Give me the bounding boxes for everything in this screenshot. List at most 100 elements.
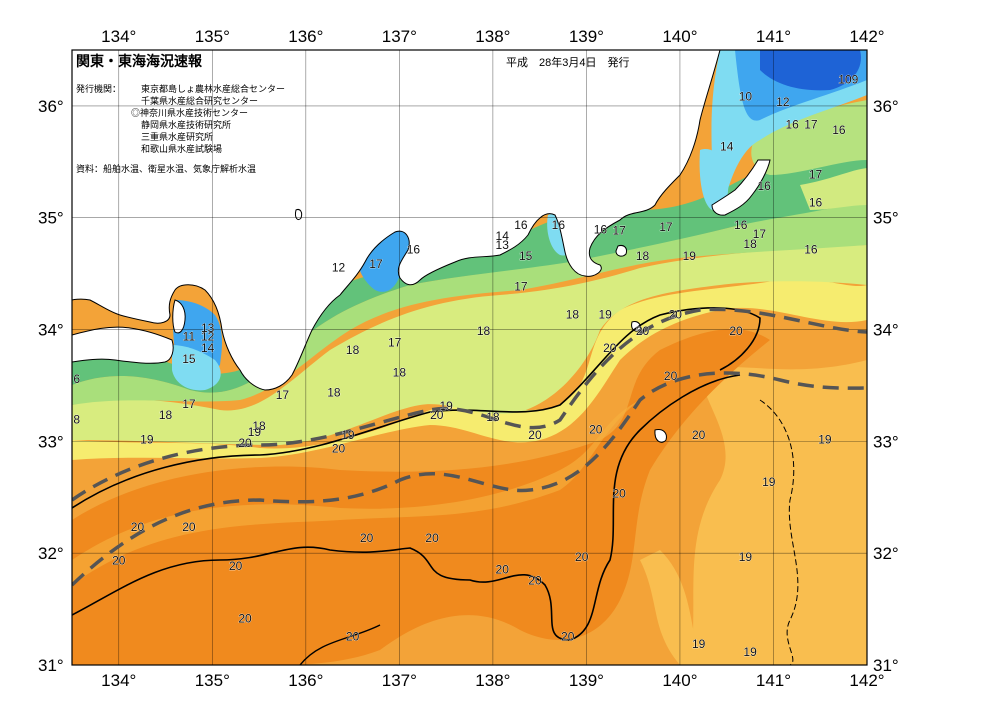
zone-tokyo-bay: [699, 149, 729, 211]
isotherm-label: 8: [73, 412, 80, 426]
isotherm-label: 20: [182, 520, 196, 534]
lat-tick-right: 35°: [873, 209, 899, 228]
lon-tick-top: 135°: [195, 27, 230, 46]
isotherm-label: 18: [743, 237, 757, 251]
isotherm-label: 17: [514, 279, 528, 293]
isotherm-label: 20: [360, 531, 374, 545]
zone-yellowgreen: [72, 245, 867, 445]
isotherm-label: 18: [486, 410, 500, 424]
land-sado-fragment: [295, 209, 303, 221]
lon-tick-top: 136°: [288, 27, 323, 46]
longitude-labels-top: 134° 135° 136° 137° 138° 139° 140° 141° 142°: [101, 27, 884, 46]
kuroshio-axis-inner: [72, 307, 867, 502]
isotherm-label: 20: [238, 436, 252, 450]
isotherm-label: 19: [692, 637, 706, 651]
isotherm-label: 16: [407, 243, 421, 257]
isotherm-label: 18: [566, 307, 580, 321]
isotherm-label: 14: [201, 341, 215, 355]
land-hachijo: [654, 429, 667, 443]
lat-tick-right: 34°: [873, 321, 899, 340]
isotherm-label: 17: [612, 224, 626, 238]
isotherm-label: 20: [729, 324, 743, 338]
land-shikoku: [72, 326, 174, 364]
issue-date: 平成 28年3月4日 発行: [506, 55, 629, 69]
map-frame: [71, 49, 868, 666]
lon-tick-bottom: 142°: [849, 671, 884, 690]
isotherm-label: 16: [734, 218, 748, 232]
isotherm-label: 20: [636, 324, 650, 338]
lon-tick-bottom: 140°: [662, 671, 697, 690]
isotherm-label: 12: [201, 330, 215, 344]
lat-tick-right: 33°: [873, 432, 899, 451]
isotherm-label: 20: [238, 612, 252, 626]
issuer-4: 静岡県水産技術研究所: [141, 119, 231, 130]
isotherm-label: 18: [346, 343, 360, 357]
zone-lightorange-southeast: [640, 550, 700, 665]
issuer-5: 三重県水産研究所: [141, 131, 213, 142]
isotherm-label: 14: [496, 229, 510, 243]
latitude-labels-left: 36° 35° 34° 33° 32° 31°: [38, 97, 64, 675]
isotherm-label: 10: [739, 89, 753, 103]
isotherm-label: 18: [252, 419, 266, 433]
lat-tick-left: 31°: [38, 656, 64, 675]
isotherm-label: 17: [388, 335, 402, 349]
issuer-6: 和歌山県水産試験場: [141, 143, 222, 154]
isotherm-label: 17: [809, 168, 823, 182]
isotherm-label: 16: [757, 179, 771, 193]
isotherm-label: 16: [594, 222, 608, 236]
latitude-labels-right: 36° 35° 34° 33° 32° 31°: [873, 97, 899, 675]
lon-tick-top: 138°: [475, 27, 510, 46]
zone-yellow: [72, 278, 867, 460]
zone-green-east: [751, 100, 867, 175]
kuroshio-axis: [72, 307, 867, 587]
isotherm-label: 16: [552, 218, 566, 232]
lon-tick-top: 141°: [756, 27, 791, 46]
isotherm-label: 19: [598, 307, 612, 321]
zone-very-cold-northeast: [760, 50, 861, 91]
lon-tick-top: 134°: [101, 27, 136, 46]
lon-tick-bottom: 136°: [288, 671, 323, 690]
lon-tick-bottom: 137°: [382, 671, 417, 690]
isotherm-label: 20: [131, 520, 145, 534]
source-note: 資料：船舶水温、衛星水温、気象庁解析水温: [76, 163, 256, 174]
land-awaji: [172, 299, 186, 334]
lat-tick-right: 36°: [873, 97, 899, 116]
isotherm-label: 20: [528, 428, 542, 442]
land-boso: [711, 159, 771, 216]
graticule: [72, 50, 867, 665]
lat-tick-left: 32°: [38, 544, 64, 563]
isotherm-label: 19: [140, 433, 154, 447]
isotherm-label: 18: [477, 324, 491, 338]
land-honshu: [72, 50, 721, 391]
isotherm-label: 17: [276, 388, 290, 402]
isotherm-label: 19: [743, 645, 757, 659]
isotherm-label: 12: [776, 95, 790, 109]
lon-tick-top: 140°: [662, 27, 697, 46]
isotherm-label: 17: [659, 220, 673, 234]
lat-tick-left: 34°: [38, 321, 64, 340]
isotherm-label: 18: [327, 386, 341, 400]
isotherm-label: 20: [332, 442, 346, 456]
isotherm-label: 20: [425, 531, 439, 545]
lat-tick-right: 32°: [873, 544, 899, 563]
isotherm-label: 20: [589, 423, 603, 437]
isotherm-label: 15: [182, 352, 196, 366]
isotherm-label: 19: [683, 249, 697, 263]
isotherm-label: 109: [838, 73, 858, 87]
isotherm-label: 17: [369, 257, 383, 271]
issuer-1: 東京都島しょ農林水産総合センター: [141, 83, 285, 94]
issuers-label: 発行機関：: [76, 83, 121, 94]
isotherm-label: 19: [762, 475, 776, 489]
isotherm-label: 20: [561, 629, 575, 643]
isotherm-label: 19: [739, 550, 753, 564]
isotherm-label: 18: [636, 249, 650, 263]
lat-tick-left: 35°: [38, 209, 64, 228]
isotherm-label: 16: [832, 123, 846, 137]
lat-tick-right: 31°: [873, 656, 899, 675]
kuroshio-axis-outer: [72, 371, 867, 587]
lon-tick-bottom: 134°: [101, 671, 136, 690]
zone-darkorange: [72, 329, 770, 665]
isotherm-label: 18: [393, 366, 407, 380]
